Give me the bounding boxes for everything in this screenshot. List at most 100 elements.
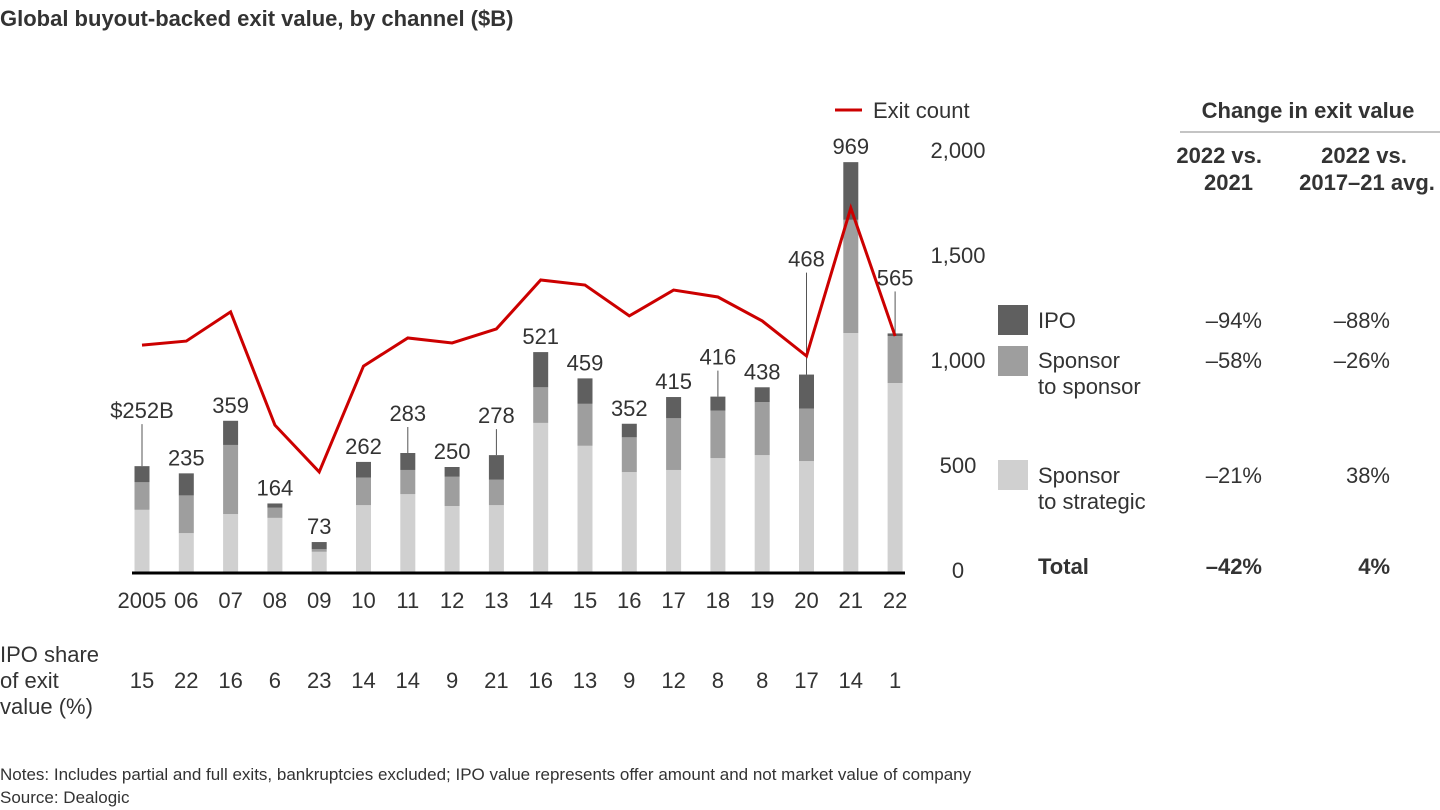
bar-sponsor-to-sponsor (356, 477, 371, 506)
ipo-share-value: 1 (889, 668, 901, 693)
bar-total-label: 250 (434, 439, 471, 464)
sponsor-to-sponsor-label-2: to sponsor (1038, 374, 1141, 399)
bar-total-label: 521 (522, 324, 559, 349)
x-tick-label: 11 (396, 588, 419, 613)
x-tick-label: 17 (661, 588, 685, 613)
ipo-share-value: 13 (573, 668, 597, 693)
sponsor-to-strategic-swatch (998, 460, 1028, 490)
bar-ipo (488, 455, 504, 480)
bar-total-label: 468 (788, 247, 825, 272)
ipo-share-value: 14 (351, 668, 375, 693)
ipo-share-label-3: value (%) (0, 694, 93, 719)
bar-sponsor-to-strategic (710, 458, 726, 573)
bar-ipo (621, 423, 637, 438)
bar-sponsor-to-sponsor (843, 219, 859, 334)
right-axis-tick-label: 0 (952, 558, 964, 583)
bar-sponsor-to-sponsor (799, 408, 814, 462)
x-tick-label: 21 (839, 588, 863, 613)
legend-row-sponsor-to-sponsor: Sponsor to sponsor –58% –26% (998, 346, 1390, 399)
sponsor-to-sponsor-change-avg: –26% (1334, 348, 1390, 373)
bar-sponsor-to-sponsor (223, 444, 239, 515)
bar-sponsor-to-strategic (311, 551, 327, 573)
bar-sponsor-to-strategic (267, 517, 283, 573)
ipo-share-label-1: IPO share (0, 642, 99, 667)
bar-total-label: 278 (478, 403, 515, 428)
ipo-share-value: 21 (484, 668, 508, 693)
total-label: Total (1038, 554, 1089, 579)
bar-sponsor-to-strategic (488, 505, 504, 573)
total-row: Total –42% 4% (1038, 554, 1390, 579)
bar-total-label: 262 (345, 434, 382, 459)
bar-total-label: 352 (611, 396, 648, 421)
bar-total-label: 459 (567, 350, 604, 375)
bar-ipo (710, 396, 726, 411)
x-tick-label: 12 (440, 588, 464, 613)
sponsor-to-strategic-label-1: Sponsor (1038, 463, 1120, 488)
bar-ipo (223, 420, 239, 445)
bar-total-label: 283 (389, 401, 426, 426)
bar-sponsor-to-strategic (799, 461, 814, 573)
bar-ipo (666, 397, 682, 419)
bar-sponsor-to-strategic (666, 469, 682, 573)
ipo-share-label-2: of exit (0, 668, 59, 693)
notes: Notes: Includes partial and full exits, … (0, 765, 972, 784)
x-tick-label: 2005 (118, 588, 167, 613)
ipo-share-value: 8 (712, 668, 724, 693)
ipo-share-value: 6 (269, 668, 281, 693)
bar-total-label: 438 (744, 359, 781, 384)
right-axis-tick-label: 2,000 (930, 138, 985, 163)
x-tick-label: 15 (573, 588, 597, 613)
bar-ipo (400, 453, 416, 470)
bar-ipo (533, 352, 549, 388)
x-tick-label: 16 (617, 588, 641, 613)
bar-sponsor-to-strategic (621, 472, 637, 573)
exit-count-legend-label: Exit count (873, 98, 970, 123)
bar-sponsor-to-strategic (843, 333, 859, 573)
bar-sponsor-to-sponsor (444, 476, 460, 507)
change-table-title: Change in exit value (1202, 98, 1415, 123)
ipo-share-value: 17 (794, 668, 818, 693)
bar-sponsor-to-strategic (223, 514, 239, 573)
bar-total-label: $252B (110, 398, 174, 423)
bar-ipo (444, 467, 460, 477)
bar-sponsor-to-sponsor (754, 402, 770, 456)
ipo-share-value: 14 (839, 668, 863, 693)
bar-ipo (754, 387, 770, 403)
total-change-avg: 4% (1358, 554, 1390, 579)
right-axis-tick-label: 1,500 (930, 243, 985, 268)
bar-sponsor-to-sponsor (533, 387, 549, 423)
legend-row-ipo: IPO –94% –88% (998, 305, 1390, 335)
bar-total-label: 73 (307, 514, 331, 539)
right-axis-tick-label: 1,000 (930, 348, 985, 373)
bar-sponsor-to-sponsor (621, 437, 637, 473)
bar-ipo (356, 461, 371, 478)
bar-sponsor-to-sponsor (666, 418, 682, 470)
bar-sponsor-to-sponsor (400, 469, 416, 495)
bar-sponsor-to-sponsor (577, 403, 593, 446)
x-tick-label: 14 (528, 588, 552, 613)
bar-sponsor-to-strategic (577, 445, 593, 573)
ipo-share-value: 8 (756, 668, 768, 693)
ipo-share-value: 12 (661, 668, 685, 693)
bar-sponsor-to-strategic (178, 533, 194, 573)
ipo-share-value: 22 (174, 668, 198, 693)
ipo-share-value: 15 (130, 668, 154, 693)
bar-sponsor-to-strategic (533, 422, 549, 573)
bar-ipo (577, 378, 593, 404)
bar-sponsor-to-strategic (400, 494, 416, 573)
bar-sponsor-to-sponsor (311, 549, 327, 552)
bar-ipo (799, 374, 814, 409)
bar-total-label: 969 (832, 134, 869, 159)
x-tick-label: 06 (174, 588, 198, 613)
ipo-share-value: 9 (446, 668, 458, 693)
col1-header-1: 2022 vs. (1176, 143, 1262, 168)
ipo-share-value: 23 (307, 668, 331, 693)
bar-sponsor-to-strategic (134, 509, 150, 573)
bar-total-label: 359 (212, 393, 249, 418)
bar-ipo (311, 542, 327, 550)
bar-ipo (843, 162, 859, 220)
ipo-label: IPO (1038, 308, 1076, 333)
bar-ipo (178, 473, 194, 496)
exit-count-line (141, 203, 897, 475)
